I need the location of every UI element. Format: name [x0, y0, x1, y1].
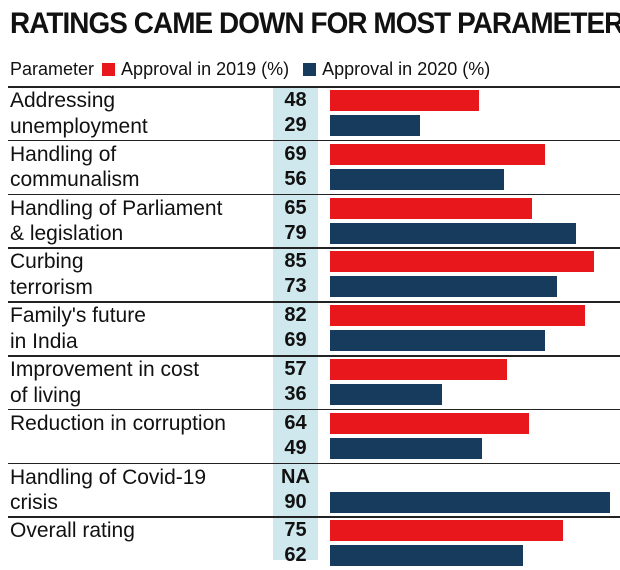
- value-column-background: [273, 86, 318, 560]
- bar-2019: [330, 412, 529, 434]
- bar-2020: [330, 276, 557, 298]
- bar-2020: [330, 330, 545, 352]
- parameter-label: Handling of Parliament & legislation: [10, 196, 223, 246]
- bar-2019: [330, 305, 585, 327]
- bar-2020: [330, 168, 504, 190]
- value-label-2019: 48: [284, 89, 307, 111]
- row-separator: [8, 408, 620, 411]
- bar-2019: [330, 520, 563, 542]
- parameter-label: Family's future in India: [10, 304, 146, 353]
- value-label-2020: 62: [284, 544, 307, 567]
- legend-item-2019: Approval in 2019 (%): [102, 59, 289, 80]
- value-label-2020: 90: [284, 490, 307, 513]
- value-label-2020: 69: [284, 329, 307, 352]
- bar-2019: [330, 359, 507, 380]
- value-label-2020: 79: [284, 221, 307, 244]
- chart-row: Handling of Parliament & legislation 65 79: [0, 193, 620, 248]
- legend-swatch-2019: [102, 62, 116, 76]
- bar-2020: [330, 115, 420, 136]
- row-separator: [8, 247, 620, 249]
- value-label-2020: 56: [284, 167, 307, 190]
- bar-2020: [330, 545, 523, 567]
- row-separator: [8, 301, 620, 303]
- chart-row: Reduction in corruption 64 49: [0, 408, 620, 463]
- legend-item-2020: Approval in 2020 (%): [303, 59, 490, 80]
- row-separator: [8, 516, 620, 518]
- value-label-2019: 82: [284, 304, 307, 327]
- chart-row: Handling of Covid-19 crisis NA 90: [0, 462, 620, 517]
- chart-row: Family's future in India 82 69: [0, 301, 620, 355]
- value-label-2019: 65: [284, 196, 307, 219]
- parameter-label: Improvement in cost of living: [10, 358, 200, 407]
- value-label-2020: 36: [284, 383, 307, 405]
- value-label-2019: 75: [284, 519, 307, 542]
- row-separator: [8, 462, 620, 465]
- parameter-label: Addressing unemployment: [10, 89, 148, 138]
- parameter-label: Curbing terrorism: [10, 250, 93, 299]
- parameter-label: Handling of communalism: [10, 142, 140, 192]
- chart-row: Overall rating 75 62: [0, 516, 620, 570]
- bar-2020: [330, 384, 442, 405]
- value-label-2020: 73: [284, 275, 307, 298]
- chart-row: Addressing unemployment 48 29: [0, 86, 620, 140]
- bar-2020: [330, 222, 576, 244]
- chart-row: Curbing terrorism 85 73: [0, 247, 620, 301]
- legend-label-2020: Approval in 2020 (%): [322, 58, 491, 79]
- bar-2019: [330, 143, 545, 165]
- bar-2019: [330, 197, 532, 219]
- chart-title: RATINGS CAME DOWN FOR MOST PARAMETERS: [10, 7, 620, 40]
- value-label-2019: 57: [284, 358, 307, 380]
- bar-2019: [330, 251, 594, 273]
- legend: Parameter Approval in 2019 (%) Approval …: [10, 56, 504, 82]
- value-label-2019: 64: [284, 411, 307, 434]
- parameter-label: Overall rating: [10, 519, 135, 543]
- legend-label-2019: Approval in 2019 (%): [121, 58, 290, 79]
- bar-2020: [330, 437, 482, 459]
- row-separator: [8, 86, 620, 88]
- row-separator: [8, 193, 620, 196]
- parameter-header: Parameter: [10, 58, 95, 79]
- value-label-2019: 85: [284, 250, 307, 273]
- row-separator: [8, 355, 620, 357]
- value-label-2020: 29: [284, 114, 307, 136]
- value-label-2019: 69: [284, 142, 307, 165]
- parameter-label: Reduction in corruption: [10, 411, 226, 435]
- legend-swatch-2020: [303, 62, 317, 76]
- chart-row: Handling of communalism 69 56: [0, 139, 620, 194]
- row-separator: [8, 139, 620, 142]
- chart-row: Improvement in cost of living 57 36: [0, 355, 620, 409]
- value-label-2019: NA: [281, 465, 310, 488]
- value-label-2020: 49: [284, 436, 307, 459]
- parameter-label: Handling of Covid-19 crisis: [10, 465, 207, 515]
- bar-2019: [330, 90, 479, 111]
- bar-2020: [330, 491, 610, 513]
